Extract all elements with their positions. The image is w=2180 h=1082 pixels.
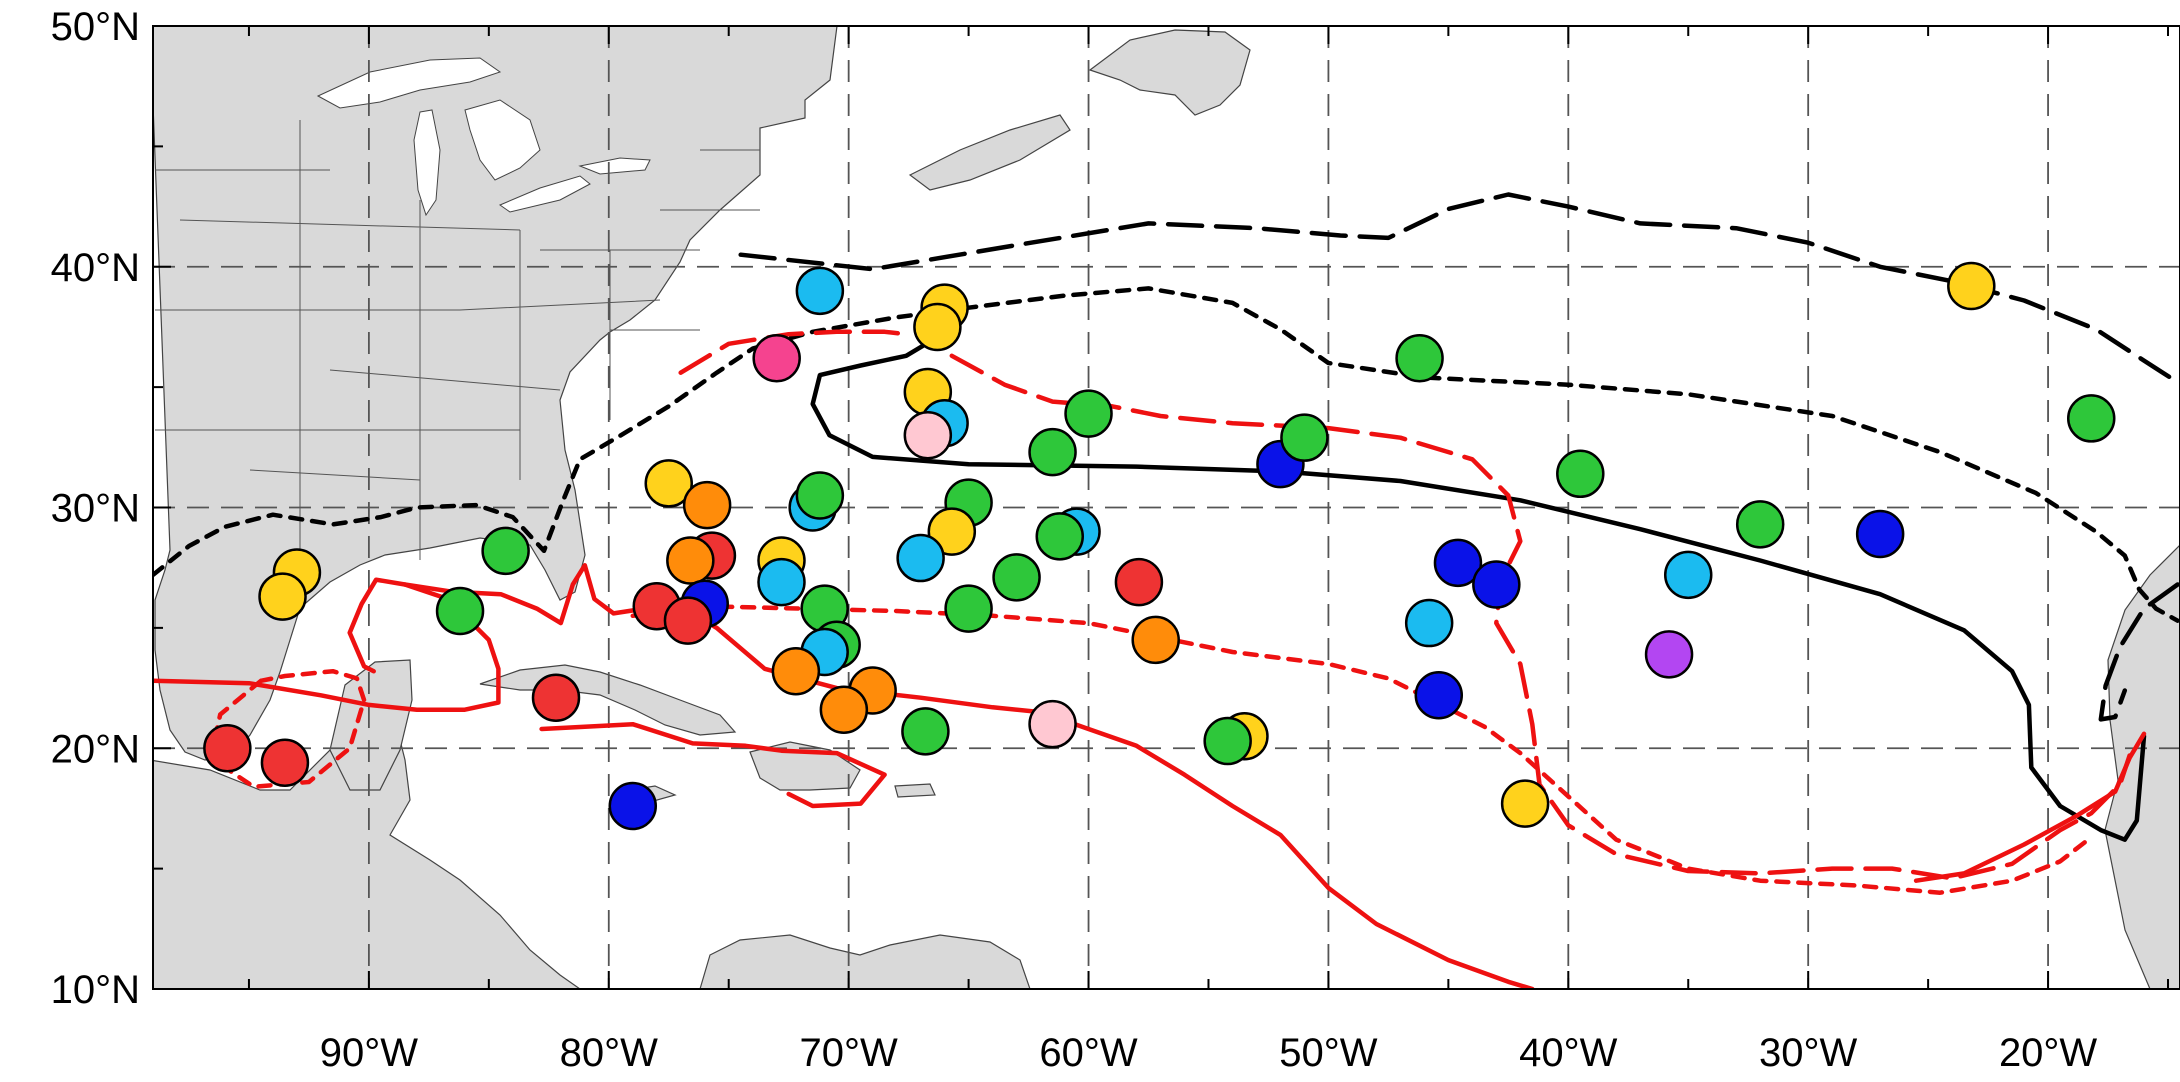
contour-line-solid [539,721,887,809]
lat-tick-label: 30°N [51,487,140,531]
storm-marker [1472,560,1521,609]
longitude-labels: 90°W 80°W 70°W 60°W 50°W 40°W 30°W 20°W [320,1031,2098,1075]
storm-marker [1404,598,1454,648]
contour-line-short-dash [208,668,367,790]
storm-marker [481,526,530,576]
lon-tick-label: 30°W [1759,1031,1857,1075]
latitude-labels: 50°N 40°N 30°N 20°N 10°N [51,5,140,1012]
lake-erie [498,175,591,213]
contour-line-short-dash [630,603,2094,895]
storm-marker [1035,512,1085,561]
lake-michigan [413,109,441,217]
newfoundland-land [1088,29,1251,116]
storm-marker [1947,261,1996,311]
nova-scotia-land [908,114,1071,191]
contour-line-long-dash [949,353,2132,881]
storm-marker [1203,716,1252,766]
storm-marker [1028,427,1077,477]
storm-marker [795,471,845,520]
contour-line-short-dash [153,286,2180,623]
storm-marker [682,480,732,530]
contour-line-solid [153,577,501,712]
storm-marker [1114,557,1164,607]
puerto-rico-land [894,783,936,798]
storm-marker [2066,394,2116,443]
storm-marker [1131,615,1180,665]
lon-tick-label: 50°W [1279,1031,1377,1075]
storm-marker [531,673,581,722]
storm-marker [1735,500,1785,549]
storm-marker [752,333,801,383]
storm-marker [771,646,821,696]
storm-marker [260,738,310,787]
lon-tick-label: 20°W [1999,1031,2097,1075]
storm-marker [1064,389,1113,438]
storm-marker [903,411,953,460]
axis-ticks [153,26,2170,989]
storm-marker [795,266,845,316]
storm-marker [666,536,715,585]
storm-marker [913,302,962,352]
storm-marker [1395,333,1444,383]
storm-marker [1028,699,1077,749]
lat-tick-label: 10°N [51,968,140,1012]
contour-line-long-dash [738,192,2180,385]
state-borders [155,120,760,560]
storm-marker [435,586,485,636]
contour-line-solid [810,339,2147,842]
storm-marker [819,685,869,734]
storm-marker [992,553,1041,602]
storm-marker [1433,538,1483,588]
storm-marker [1663,550,1713,600]
storm-marker [258,572,307,621]
storm-marker [1500,779,1550,828]
storm-markers [203,261,2116,831]
lat-tick-label: 50°N [51,5,140,49]
lat-tick-label: 40°N [51,246,140,290]
storm-marker [1556,449,1605,499]
storm-marker [944,584,993,633]
lat-tick-label: 20°N [51,727,140,771]
storm-marker [1644,630,1694,679]
storm-marker [927,507,977,556]
contour-line-long-dash [2098,582,2180,722]
central-america-land [153,699,582,989]
lon-tick-label: 40°W [1519,1031,1617,1075]
storm-marker [1280,413,1329,462]
lon-tick-label: 60°W [1039,1031,1137,1075]
lake-ontario [578,157,651,175]
storm-marker [663,596,713,645]
storm-marker [644,459,693,508]
south-america-land [699,934,1031,989]
storm-marker [896,533,945,583]
storm-marker [1855,509,1905,559]
storm-marker [1414,671,1464,720]
lake-huron [464,99,541,181]
storm-marker [901,707,950,756]
graticule [153,26,2180,989]
storm-marker [203,724,252,773]
lon-tick-label: 80°W [560,1031,658,1075]
lon-tick-label: 90°W [320,1031,418,1075]
storm-marker [608,781,658,831]
lon-tick-label: 70°W [800,1031,898,1075]
storm-marker [757,557,806,607]
lake-superior [316,57,502,109]
contour-line-long-dash [678,329,909,375]
